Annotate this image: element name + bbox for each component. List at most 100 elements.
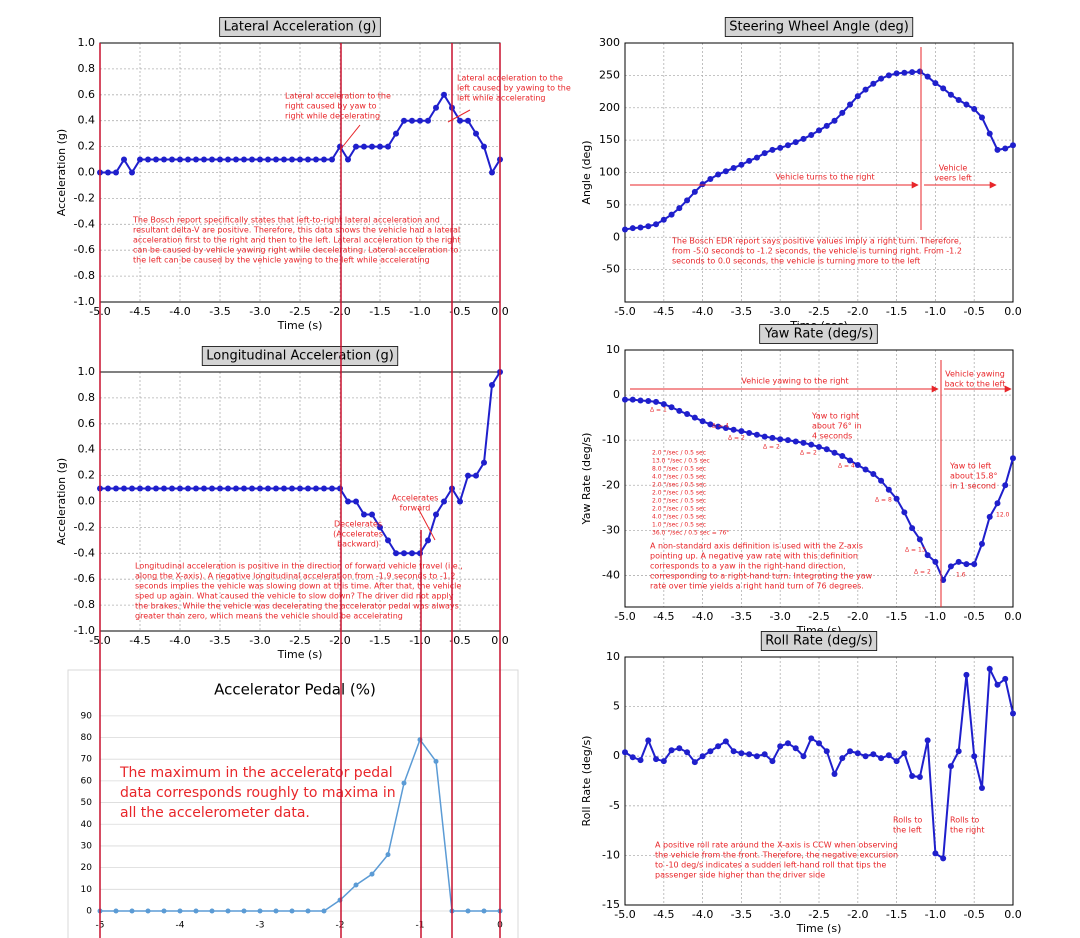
data-point [986,130,993,137]
title-box [724,17,914,37]
annotation: about 15.8° [950,472,997,481]
x-tick-label: -2.5 [289,634,310,647]
chart: -40 -30 -20 -10 0 10 -5.0 -4.5 -4.0 -3.5 -3.0 -2.5 -… [580,324,1022,637]
data-point [622,749,628,756]
y-tick-label: -0.6 [74,572,95,585]
annotation: seconds implies the vehicle was slowing … [135,582,461,591]
data-point [185,156,191,163]
data-point [986,665,993,672]
annotation: the vehicle from the front. Therefore, t… [655,851,898,860]
plot-frame [624,349,1014,608]
data-point [257,156,263,163]
data-point [161,485,167,492]
annotation: Vehicle yawing to the right [741,377,848,386]
y-tick-label: 1.0 [78,36,96,49]
annotation: Yaw to left [949,462,991,471]
data-point [831,117,838,124]
x-tick-label: -3.0 [769,610,790,623]
x-tick-label: -3.0 [769,305,790,318]
data-point [901,69,908,76]
title-box [219,17,381,37]
data-point [878,75,885,82]
x-tick-label: -3.0 [249,634,270,647]
x-tick-label: 0.0 [1004,908,1022,921]
data-point [932,850,939,857]
y-tick-label: 0 [613,388,620,401]
data-point [691,188,698,195]
x-axis-label: Time (s) [277,648,323,661]
data-point [932,80,939,87]
y-tick-label: 100 [599,166,620,179]
data-point [129,169,135,176]
data-point [265,156,271,163]
y-tick-label: 0.6 [78,417,96,430]
data-point [121,156,127,163]
x-tick-label: -3.0 [769,908,790,921]
data-point [217,156,223,163]
data-point [963,561,970,568]
data-point [249,485,255,492]
annotation: to -10 deg/s indicates a sudden left-han… [655,861,886,870]
data-point [893,70,900,77]
data-point [185,485,191,492]
data-point [377,143,383,150]
y-tick-label: 0 [613,749,620,762]
annotation: all the accelerometer data. [120,805,310,821]
data-point [761,751,768,758]
x-tick-label: -3.0 [249,305,270,318]
data-point [265,485,271,492]
data-point [699,418,706,425]
charts: -1.0 -0.8 -0.6 -0.4 -0.2 0.0 0.2 0.4 0.6 0.8 1.0 -5… [55,17,1022,935]
data-point [457,498,463,505]
data-point [193,485,199,492]
data-point [971,561,978,568]
data-point [916,774,923,781]
data-point [808,441,815,448]
x-tick-label: -0.5 [963,610,984,623]
data-point [622,396,628,403]
data-point [901,750,908,757]
data-point [854,461,861,468]
x-tick-label: -4.5 [653,610,674,623]
data-point [847,101,854,108]
x-tick-label: -0.5 [963,908,984,921]
x-tick-label: -3.5 [731,610,752,623]
x-tick-label: -4.0 [692,305,713,318]
annotation: Δ = 1 [650,407,667,414]
y-tick-label: 10 [606,650,620,663]
y-tick-label: -40 [602,568,620,581]
annotation: Vehicle yawing [945,370,1005,379]
data-point [345,156,351,163]
y-tick-label: 1.0 [78,365,96,378]
data-point [924,737,931,744]
data-point [137,485,143,492]
y-tick-label: 0.6 [78,88,96,101]
data-point [994,146,1001,153]
data-point [465,908,471,914]
data-point [465,117,471,124]
data-point [916,536,923,543]
data-point [1010,455,1016,462]
x-tick-label: -2.0 [329,305,350,318]
data-point [257,908,263,914]
annotation: in 1 second [950,482,996,491]
data-point [753,431,760,438]
data-point [684,197,691,204]
data-point [441,91,447,98]
data-point [225,908,231,914]
annotation: (Accelerates [333,530,383,539]
data-point [769,146,776,153]
data-point [707,421,714,428]
annotation: Δ = 4 [838,463,855,470]
data-point [955,748,962,755]
data-point [113,485,119,492]
x-tick-label: -2.5 [808,908,829,921]
annotation: 2.0 °/sec / 0.5 sec [652,506,706,513]
x-tick-label: -4.5 [653,908,674,921]
y-tick-label: -0.4 [74,546,95,559]
data-point [901,509,908,516]
data-point [777,144,784,151]
data-point [329,485,335,492]
data-point [369,871,375,877]
